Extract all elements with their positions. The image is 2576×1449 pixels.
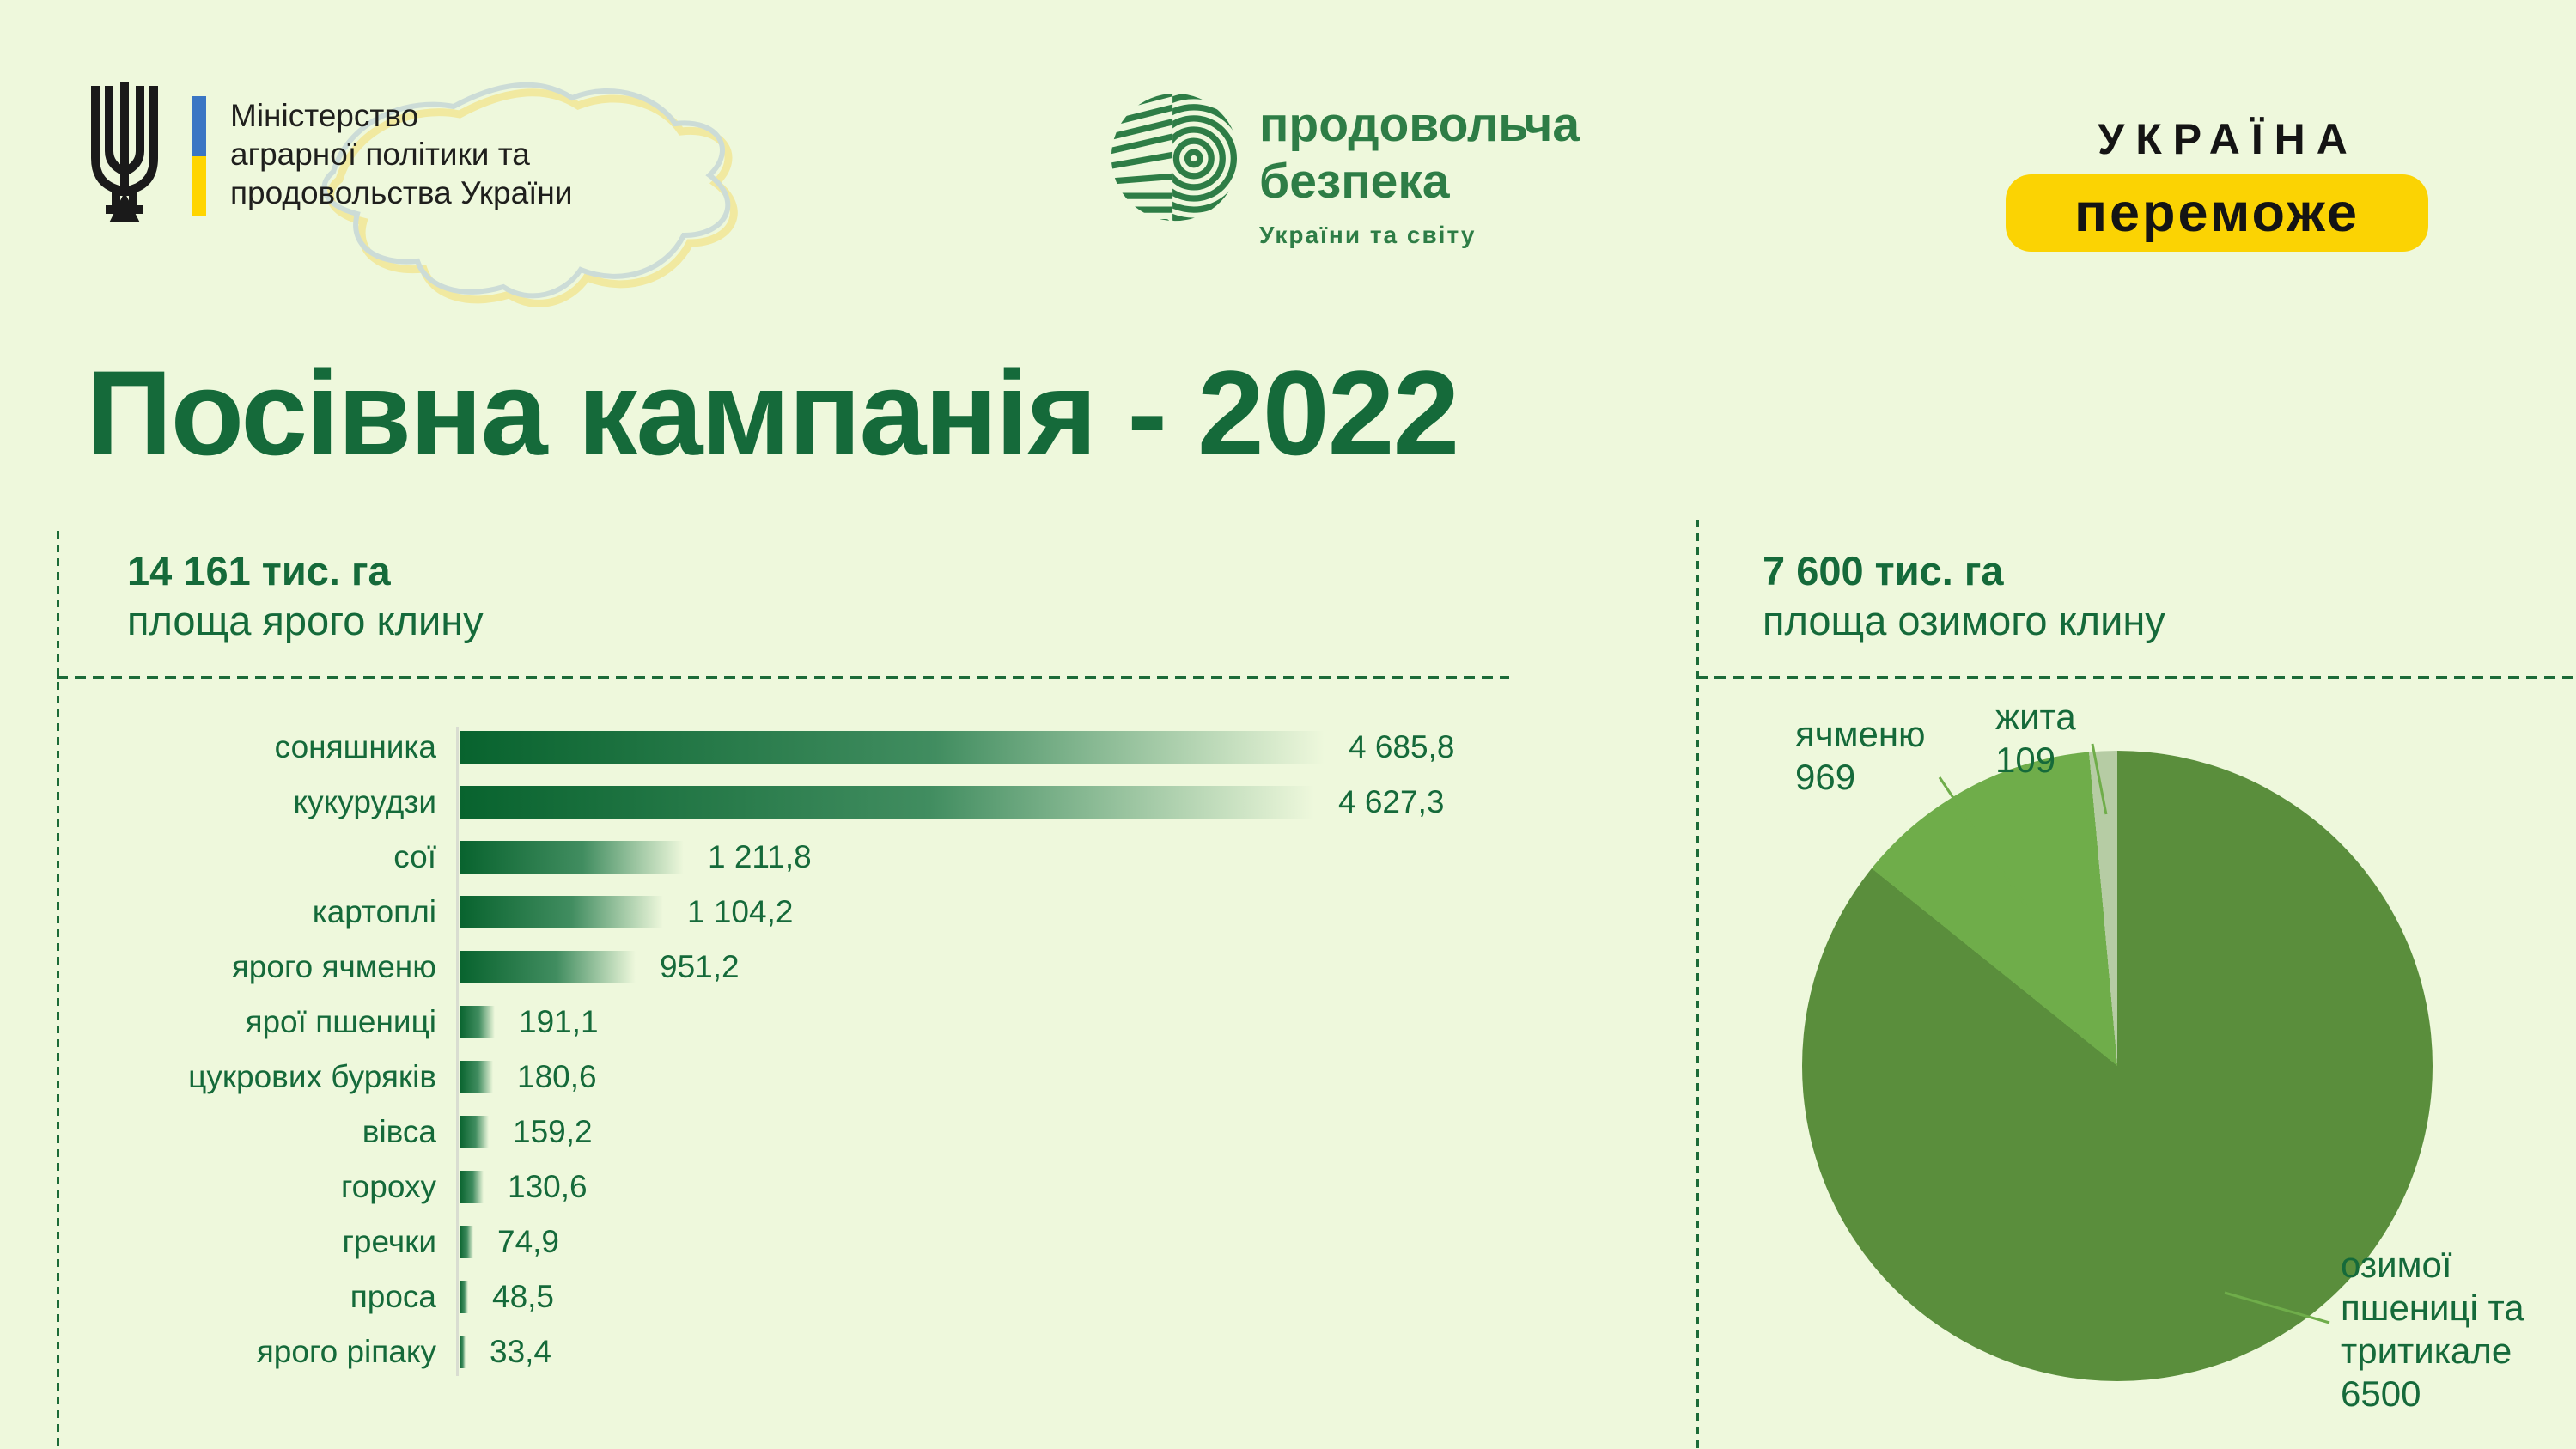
pie-label-rye-name: жита [1995,697,2076,737]
bar [460,1171,484,1203]
left-section-horizontal-rule [57,676,1509,679]
bar [460,786,1314,819]
bar-category-label: ярого ячменю [231,949,436,984]
page-title: Посівна кампанія - 2022 [86,345,1459,480]
bar [460,1061,493,1093]
bar-category-label: гречки [342,1224,436,1259]
food-security-wordmark: продовольча безпека України та світу [1259,96,1580,249]
bar-value-label: 159,2 [513,1114,593,1149]
ukraine-will-win-line-2: переможе [2074,183,2360,243]
pie-chart [1802,751,2433,1381]
bar-value-label: 4 627,3 [1338,784,1445,819]
bar-value-label: 74,9 [497,1224,560,1259]
ministry-line-2: аграрної політики та [230,137,530,172]
bar [460,1116,489,1148]
pie-label-winter-wheat-value: 6500 [2341,1373,2421,1414]
bar-category-label: гороху [341,1169,436,1204]
bar-category-label: ярого ріпаку [256,1334,436,1369]
flag-color-bar [192,96,206,216]
bar-value-label: 4 685,8 [1349,729,1455,764]
bar [460,951,636,983]
ukraine-map-outline [321,82,738,307]
bar [460,1226,473,1258]
bar-category-label: цукрових буряків [188,1059,436,1094]
left-section-vertical-rule [57,531,59,1449]
tryzub-trident-icon [91,82,158,222]
right-section-horizontal-rule [1696,676,2576,679]
pie-label-barley-name: ячменю [1795,714,1926,754]
bar [460,841,684,874]
pie-label-rye-value: 109 [1995,740,2056,780]
bar [460,1281,468,1313]
bar [460,731,1325,764]
section-divider-rule [1696,520,1699,1449]
bar-category-label: проса [350,1279,436,1314]
spring-section-header: 14 161 тис. га площа ярого клину [127,546,484,646]
ministry-line-1: Міністерство [230,98,419,133]
pie-label-barley-value: 969 [1795,757,1856,797]
food-security-line-2: безпека [1259,154,1450,209]
flag-yellow [192,156,206,216]
bar [460,1006,495,1038]
flag-blue [192,96,206,156]
bar-value-label: 1 211,8 [708,839,812,874]
bar-category-label: вівса [362,1114,436,1149]
bar-category-label: сої [393,839,436,874]
bar [460,896,663,928]
spring-total: 14 161 тис. га [127,548,391,594]
food-security-fingerprint-icon [1111,93,1239,222]
winter-total: 7 600 тис. га [1763,548,2004,594]
bar-value-label: 33,4 [490,1334,552,1369]
winter-section-header: 7 600 тис. га площа озимого клину [1763,546,2165,646]
bar [460,1336,466,1368]
ukraine-will-win-line-1: УКРАЇНА [2098,115,2359,163]
ministry-line-3: продовольства України [230,175,573,210]
bar-chart-axis [456,727,459,1376]
bar-value-label: 191,1 [519,1004,599,1039]
bar-value-label: 951,2 [660,949,740,984]
pie-label-winter-wheat-name: озимої пшениці та тритикале [2341,1245,2524,1371]
bar-value-label: 1 104,2 [687,894,794,929]
winter-label: площа озимого клину [1763,598,2165,643]
bar-value-label: 48,5 [492,1279,555,1314]
bar-value-label: 130,6 [508,1169,588,1204]
food-security-line-1: продовольча [1259,97,1580,152]
bar-category-label: картоплі [312,894,436,929]
ministry-name: Міністерство аграрної політики та продов… [230,96,573,212]
pie-label-barley: ячменю 969 [1795,713,1926,799]
bar-value-label: 180,6 [517,1059,597,1094]
pie-label-winter-wheat: озимої пшениці та тритикале 6500 [2341,1244,2555,1416]
spring-label: площа ярого клину [127,598,484,643]
bar-category-label: кукурудзи [293,784,436,819]
bar-category-label: соняшника [274,729,436,764]
ukraine-will-win-pill: переможе [2006,174,2428,252]
food-security-subtitle: України та світу [1259,222,1477,248]
bar-category-label: ярої пшениці [245,1004,436,1039]
pie-label-rye: жита 109 [1995,696,2076,782]
